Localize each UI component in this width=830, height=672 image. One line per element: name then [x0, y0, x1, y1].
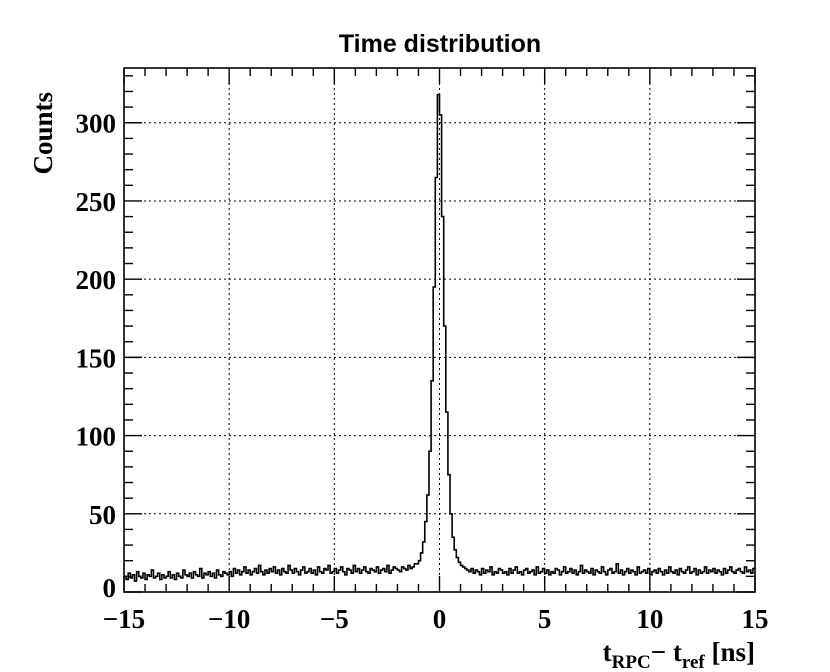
x-label-sub-rpc: RPC [612, 652, 651, 672]
x-label-sub-ref: ref [682, 652, 706, 672]
y-tick-label: 300 [76, 109, 117, 139]
y-tick-label: 250 [76, 187, 117, 217]
x-axis-label: tRPC− tref [ns] [603, 637, 755, 672]
chart-title: Time distribution [339, 30, 541, 58]
x-label-t1: t [603, 637, 612, 667]
y-tick-label: 150 [76, 343, 117, 373]
y-tick-label: 100 [76, 422, 117, 452]
y-tick-labels: 0 50 100 150 200 250 300 [76, 109, 117, 603]
x-tick-labels: −15 −10 −5 0 5 10 15 [103, 604, 769, 634]
x-label-minus-t: − t [651, 637, 682, 667]
x-tick-label: 10 [636, 604, 663, 634]
grid [124, 68, 755, 592]
plot-frame [123, 67, 756, 593]
y-axis-label: Counts [28, 92, 58, 175]
x-tick-label: −15 [103, 604, 145, 634]
axis-ticks [123, 68, 756, 593]
x-tick-label: 5 [538, 604, 552, 634]
x-tick-label: −5 [320, 604, 349, 634]
x-label-unit: [ns] [705, 637, 755, 667]
histogram-line [124, 93, 755, 582]
y-tick-label: 0 [103, 573, 117, 603]
x-tick-label: −10 [208, 604, 250, 634]
y-tick-label: 200 [76, 265, 117, 295]
x-tick-label: 15 [742, 604, 769, 634]
x-tick-label: 0 [433, 604, 447, 634]
y-tick-label: 50 [89, 500, 116, 530]
